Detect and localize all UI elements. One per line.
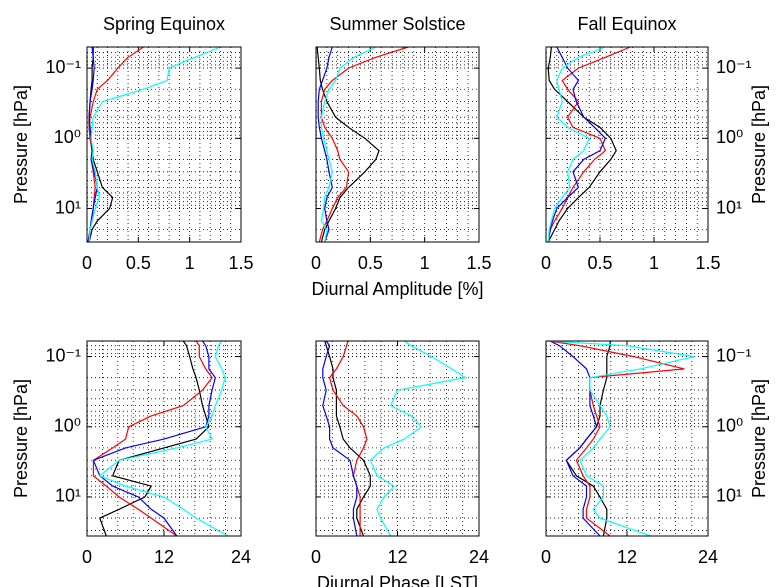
y-tick-label: 10⁻¹ (45, 345, 81, 365)
y-axis-label: Pressure [hPa] (11, 85, 31, 204)
x-tick-label: 0 (311, 253, 321, 273)
y-tick-label: 10⁰ (54, 416, 81, 436)
x-axis-label: Diurnal Phase [LST] (317, 573, 478, 587)
y-tick-label: 10¹ (716, 486, 742, 506)
axes-frame (315, 340, 480, 537)
x-tick-label: 12 (154, 547, 174, 567)
y-tick-label: 10⁰ (716, 416, 743, 436)
profile-line (328, 340, 368, 536)
x-tick-label: 24 (231, 547, 251, 567)
y-tick-label: 10¹ (55, 486, 81, 506)
profile-line (99, 340, 210, 537)
panel: 10⁻¹ 10⁰ 10¹ 0 12 24 Pressure [hPa] (11, 340, 251, 567)
profile-line (88, 46, 221, 243)
panel: 10⁻¹ 10⁰ 10¹ 0 0.5 1 1.5 Fall Equinox Pressure [… (541, 14, 769, 273)
y-tick-label: 10⁻¹ (716, 57, 752, 77)
x-tick-label: 1.5 (695, 253, 720, 273)
profile-line (547, 46, 607, 243)
panel-title: Fall Equinox (577, 14, 676, 34)
x-tick-label: 0.5 (358, 253, 383, 273)
y-tick-label: 10⁻¹ (45, 57, 81, 77)
x-tick-label: 1.5 (466, 253, 491, 273)
x-tick-label: 0 (541, 547, 551, 567)
profile-line (547, 46, 606, 243)
panel: 0 12 24 Diurnal Phase [LST] (311, 340, 489, 587)
profile-line (369, 340, 467, 537)
x-tick-label: 12 (387, 547, 407, 567)
x-tick-label: 1 (420, 253, 430, 273)
x-tick-label: 12 (617, 547, 637, 567)
profile-line (320, 46, 377, 243)
profile-line (317, 46, 333, 243)
x-tick-label: 0.5 (587, 253, 612, 273)
panel-title: Summer Solstice (329, 14, 465, 34)
x-tick-label: 1 (649, 253, 659, 273)
profile-line (549, 340, 685, 537)
y-tick-label: 10¹ (55, 197, 81, 217)
profile-line (322, 340, 358, 537)
profile-line (98, 340, 229, 537)
panel: 0 0.5 1 1.5 Summer Solstice Diurnal Amplitude… (311, 14, 492, 299)
x-tick-label: 0 (311, 547, 321, 567)
y-axis-label: Pressure [hPa] (11, 379, 31, 498)
panel: 10⁻¹ 10⁰ 10¹ 0 12 24 Pressure [hPa] (541, 340, 769, 567)
profile-line (547, 340, 695, 537)
profile-line (92, 340, 216, 537)
axes-frame (86, 340, 242, 537)
x-tick-label: 24 (698, 547, 718, 567)
x-tick-label: 0.5 (126, 253, 151, 273)
axes-frame (545, 46, 709, 243)
y-tick-label: 10¹ (716, 197, 742, 217)
profile-line (324, 340, 371, 537)
profile-line (547, 46, 617, 243)
x-axis-label: Diurnal Amplitude [%] (311, 279, 483, 299)
profile-line (547, 46, 631, 243)
y-tick-label: 10⁰ (716, 127, 743, 147)
x-tick-label: 0 (82, 253, 92, 273)
y-axis-label: Pressure [hPa] (749, 379, 769, 498)
x-tick-label: 0 (82, 547, 92, 567)
y-axis-label: Pressure [hPa] (749, 85, 769, 204)
panel-title: Spring Equinox (103, 14, 225, 34)
x-tick-label: 1 (185, 253, 195, 273)
profile-line (565, 341, 611, 537)
y-tick-label: 10⁰ (54, 127, 81, 147)
profile-line (88, 46, 144, 243)
y-tick-label: 10⁻¹ (716, 345, 752, 365)
axes-frame (86, 46, 242, 243)
axes-frame (545, 340, 709, 537)
profile-line (92, 340, 213, 537)
x-tick-label: 1.5 (228, 253, 253, 273)
profile-line (318, 46, 409, 243)
profile-line (549, 340, 601, 537)
panel: 10⁻¹ 10⁰ 10¹ 0 0.5 1 1.5 Spring Equinox Pressure… (11, 14, 254, 273)
x-tick-label: 24 (469, 547, 489, 567)
x-tick-label: 0 (541, 253, 551, 273)
axes-frame (315, 46, 480, 243)
profile-line (316, 46, 380, 243)
